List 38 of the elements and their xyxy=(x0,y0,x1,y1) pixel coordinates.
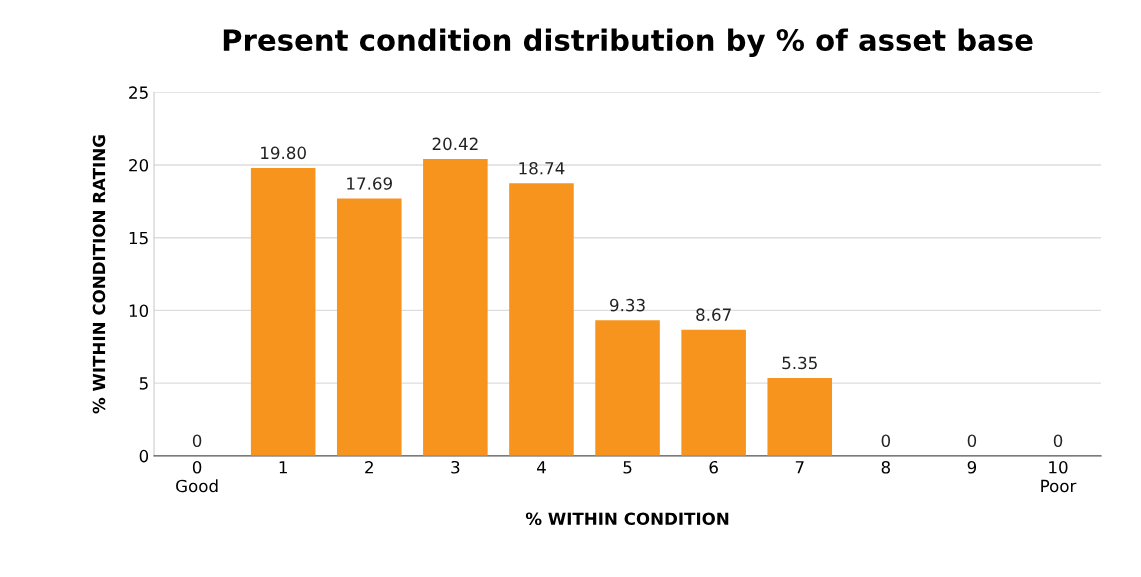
y-tick-label: 15 xyxy=(129,231,148,245)
data-label: 20.42 xyxy=(432,137,478,151)
x-tick-label: 8 xyxy=(881,460,890,474)
x-tick-label: 6 xyxy=(709,460,718,474)
bar xyxy=(595,320,660,456)
y-axis-title: % WITHIN CONDITION RATING xyxy=(92,135,106,414)
data-label: 9.33 xyxy=(610,298,645,312)
data-label: 19.80 xyxy=(261,146,306,160)
bar xyxy=(509,183,574,456)
data-label: 0 xyxy=(967,434,977,448)
x-tick-label: 4 xyxy=(536,461,546,474)
bar xyxy=(681,329,746,456)
data-label: 17.69 xyxy=(347,177,392,190)
bar xyxy=(767,378,833,456)
data-label: 5.35 xyxy=(782,356,817,370)
y-tick-label: 20 xyxy=(129,158,149,172)
data-label: 0 xyxy=(192,434,202,448)
x-tick-label: 10 Poor xyxy=(1041,460,1077,493)
x-tick-label: 7 xyxy=(795,461,804,474)
y-tick-label: 5 xyxy=(139,377,148,390)
x-tick-label: 0 Good xyxy=(176,460,218,493)
bar xyxy=(336,198,402,456)
data-label: 18.74 xyxy=(519,161,565,175)
x-tick-label: 5 xyxy=(623,461,632,474)
data-label: 0 xyxy=(881,434,891,448)
x-tick-label: 9 xyxy=(967,460,977,474)
chart-title: Present condition distribution by % of asset base xyxy=(223,28,1033,57)
y-tick-label: 0 xyxy=(139,449,149,463)
x-tick-label: 3 xyxy=(451,460,460,474)
data-label: 8.67 xyxy=(696,308,731,321)
y-tick-label: 25 xyxy=(129,86,148,99)
x-tick-label: 2 xyxy=(365,460,373,474)
x-axis-title: % WITHIN CONDITION xyxy=(525,512,729,526)
bar xyxy=(250,167,316,456)
y-tick-label: 10 xyxy=(129,304,149,317)
x-tick-label: 1 xyxy=(279,461,287,474)
bar xyxy=(423,158,488,456)
data-label: 0 xyxy=(1053,434,1063,448)
